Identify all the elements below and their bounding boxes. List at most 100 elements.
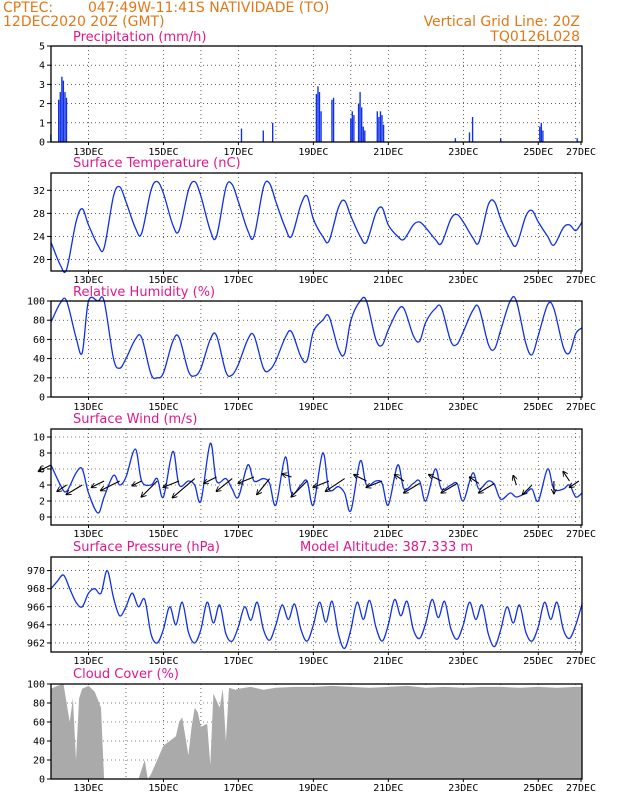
wind-vector (57, 484, 67, 491)
precip-bar (376, 111, 378, 142)
y-tick-label: 80 (33, 699, 45, 710)
x-tick-label: 17DEC (223, 402, 253, 413)
x-tick-label: 23DEC (448, 529, 478, 540)
cloud-area (51, 684, 582, 779)
x-tick-label: 13DEC (73, 529, 103, 540)
precip-bar (362, 126, 364, 142)
precip-bar (351, 111, 353, 142)
x-tick-label: 13DEC (73, 402, 103, 413)
wind-vector (404, 482, 420, 493)
x-tick-label: 27DEC (566, 147, 596, 158)
header-location: 047:49W-11:41S NATIVIDADE (TO) (88, 0, 329, 16)
x-tick-label: 21DEC (373, 783, 403, 794)
x-tick-label: 15DEC (148, 529, 178, 540)
panel-frame (50, 556, 583, 653)
y-tick-label: 1 (39, 118, 45, 129)
x-tick-label: 23DEC (448, 783, 478, 794)
wind-vector (394, 475, 405, 482)
y-tick-label: 80 (33, 316, 45, 327)
y-tick-label: 60 (33, 335, 45, 346)
panel-title-cloud: Cloud Cover (%) (73, 667, 179, 682)
panel-humidity: 0 20 40 60 80 100 13DEC 15DEC 17DEC 19DEC 21DEC 23D… (27, 295, 596, 413)
header-code: TQ0126L028 (489, 29, 580, 45)
header-datetime: 12DEC2020 20Z (GMT) (3, 14, 165, 30)
wind-vector (101, 480, 120, 491)
x-tick-label: 15DEC (148, 147, 178, 158)
x-tick-label: 15DEC (148, 275, 178, 286)
panel-frame (50, 300, 583, 398)
x-tick-label: 13DEC (73, 656, 103, 667)
precip-bar (59, 92, 61, 142)
y-tick-label: 5 (39, 42, 45, 53)
wind-vector (522, 484, 533, 495)
x-tick-label: 19DEC (298, 275, 328, 286)
y-tick-label: 968 (27, 584, 45, 595)
x-tick-label: 23DEC (448, 656, 478, 667)
wind-line (50, 442, 583, 514)
precip-bar (318, 92, 321, 142)
x-tick-label: 19DEC (298, 656, 328, 667)
y-tick-label: 60 (33, 718, 45, 729)
precip-bar (58, 99, 60, 142)
precip-bar (379, 111, 382, 142)
wind-vector (569, 480, 580, 487)
panel-title-humidity: Relative Humidity (%) (73, 285, 215, 300)
panel-cloud: 0 20 40 60 80 100 13DEC 15DEC 17DEC 19DEC 21DEC 23D… (27, 680, 596, 795)
wind-vector (366, 480, 383, 487)
precip-bar (361, 107, 363, 142)
wind-vector (479, 482, 495, 493)
precip-bar (320, 111, 322, 142)
precip-bar (317, 86, 319, 142)
x-tick-label: 21DEC (373, 147, 403, 158)
precip-bar (353, 115, 355, 142)
precip-bar (378, 117, 380, 142)
x-tick-label: 19DEC (298, 529, 328, 540)
y-tick-label: 20 (33, 756, 45, 767)
x-tick-label: 25DEC (523, 529, 553, 540)
panel-title-wind: Surface Wind (m/s) (73, 412, 197, 427)
y-tick-label: 2 (39, 99, 45, 110)
precip-bar (262, 130, 264, 142)
x-tick-label: 23DEC (448, 147, 478, 158)
y-tick-label: 32 (33, 186, 45, 197)
y-tick-label: 0 (39, 393, 45, 404)
precip-bar (315, 94, 318, 142)
x-tick-label: 13DEC (73, 147, 103, 158)
y-tick-label: 24 (33, 232, 45, 243)
x-tick-label: 21DEC (373, 402, 403, 413)
x-tick-label: 13DEC (73, 275, 103, 286)
x-tick-label: 19DEC (298, 147, 328, 158)
x-tick-label: 23DEC (448, 275, 478, 286)
y-tick-label: 40 (33, 354, 45, 365)
y-tick-label: 970 (27, 566, 45, 577)
precip-bar (61, 76, 63, 142)
y-tick-label: 964 (27, 620, 45, 631)
precip-bar (542, 130, 544, 142)
precip-bar (454, 138, 457, 142)
y-tick-label: 0 (39, 138, 45, 149)
x-tick-label: 19DEC (298, 402, 328, 413)
panel-frame (50, 45, 583, 143)
x-tick-label: 25DEC (523, 147, 553, 158)
y-tick-label: 100 (27, 297, 45, 308)
x-tick-label: 23DEC (448, 402, 478, 413)
precip-bar (359, 92, 361, 142)
precip-bar (332, 97, 335, 142)
y-tick-label: 28 (33, 209, 45, 220)
x-tick-label: 27DEC (566, 402, 596, 413)
precip-bar (272, 122, 274, 142)
wind-vector (257, 478, 271, 495)
x-tick-label: 27DEC (566, 656, 596, 667)
y-tick-label: 962 (27, 638, 45, 649)
panel-title-precipitation: Precipitation (mm/h) (73, 30, 206, 45)
precip-bar (331, 99, 333, 142)
precip-bar (539, 126, 541, 142)
wind-vector (66, 484, 83, 495)
y-tick-label: 20 (33, 373, 45, 384)
humidity-line (50, 295, 583, 380)
wind-vector (469, 477, 480, 484)
y-tick-label: 0 (39, 513, 45, 524)
precip-bar (64, 92, 66, 142)
panel-title-temperature: Surface Temperature (nC) (73, 156, 241, 171)
x-tick-label: 27DEC (566, 529, 596, 540)
